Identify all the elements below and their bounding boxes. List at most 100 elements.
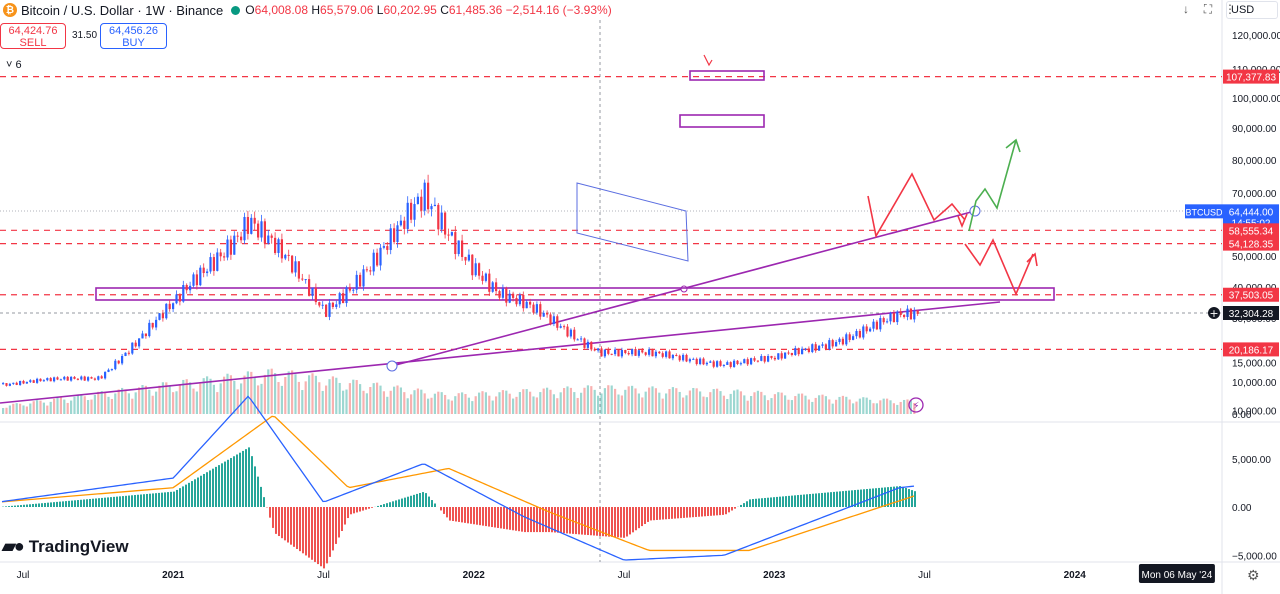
candle-body — [583, 338, 586, 348]
volume-bar — [705, 397, 708, 414]
macd-histogram-bar — [545, 507, 547, 533]
volume-bar — [546, 387, 549, 414]
volume-bar — [29, 403, 32, 414]
macd-histogram-bar — [524, 507, 526, 533]
plus-icon: + — [1209, 307, 1218, 320]
volume-bar — [743, 395, 746, 414]
volume-bar — [450, 400, 453, 414]
macd-histogram-bar — [461, 507, 463, 523]
volume-bar — [454, 396, 457, 414]
candle-body — [216, 252, 219, 271]
macd-histogram-bar — [518, 507, 520, 532]
candle-body — [889, 313, 892, 322]
macd-histogram-bar — [476, 507, 478, 525]
fullscreen-icon[interactable]: ⛶ — [1203, 1, 1213, 16]
candle-body — [862, 326, 865, 338]
macd-histogram-bar — [698, 507, 700, 517]
menu-icon[interactable]: ⋮ — [1224, 2, 1236, 16]
candle-body — [515, 297, 518, 305]
volume-bar — [127, 393, 130, 414]
level-price-text: 37,503.05 — [1229, 291, 1274, 302]
candle-body — [457, 240, 460, 255]
macd-histogram-bar — [497, 507, 499, 528]
volume-bar — [495, 396, 498, 414]
currency-selector[interactable]: USD — [1226, 1, 1278, 19]
arrow-down-icon[interactable]: ↓ — [1183, 2, 1189, 16]
macd-histogram-bar — [44, 502, 46, 507]
candle-body — [699, 358, 702, 365]
price-tick-label: 80,000.00 — [1232, 156, 1277, 167]
macd-histogram-bar — [458, 507, 460, 522]
macd-histogram-bar — [503, 507, 505, 529]
candle-body — [685, 354, 688, 362]
candle-body — [869, 328, 872, 332]
sell-button[interactable]: 64,424.76 SELL — [0, 23, 66, 49]
macd-histogram-bar — [179, 488, 181, 507]
volume-bar — [178, 384, 181, 414]
candle-body — [382, 246, 385, 248]
macd-tick-label: −5,000.00 — [1232, 551, 1277, 562]
volume-bar — [845, 396, 848, 414]
candle-body — [566, 326, 569, 337]
candle-body — [794, 348, 797, 355]
buy-button[interactable]: 64,456.26 BUY — [100, 23, 167, 49]
volume-bar — [498, 392, 501, 414]
volume-bar — [600, 393, 603, 414]
volume-bars — [2, 368, 916, 414]
volume-bar — [263, 374, 266, 414]
trendline-anchor — [386, 360, 398, 372]
macd-histogram-bar — [707, 507, 709, 517]
candle-body — [304, 279, 307, 281]
candle-body — [396, 225, 399, 243]
deep-projection — [964, 238, 1034, 297]
candle-body — [692, 358, 695, 360]
volume-bar — [474, 396, 477, 414]
macd-histogram-bar — [875, 488, 877, 507]
volume-bar — [168, 385, 171, 414]
time-axis[interactable]: Jul 2021 Jul 2022 Jul 2023 Jul 2024 Mon 06 May '… — [17, 564, 1280, 583]
volume-bar — [828, 399, 831, 414]
candle-body — [345, 287, 348, 304]
candle-body — [107, 369, 110, 372]
volume-bar — [270, 368, 273, 414]
gear-icon[interactable]: ⚙ — [1247, 567, 1260, 583]
volume-bar — [410, 394, 413, 414]
volume-bar — [869, 399, 872, 414]
volume-bar — [682, 397, 685, 414]
macd-histogram-bar — [206, 472, 208, 507]
price-axis[interactable]: 120,000.00110,000.00100,000.0090,000.008… — [1185, 31, 1280, 594]
volume-bar — [862, 397, 865, 414]
volume-bar — [314, 375, 317, 414]
tradingview-logo[interactable]: ▰● TradingView — [2, 536, 129, 556]
candle-body — [620, 349, 623, 357]
candle-body — [56, 377, 59, 380]
volume-bar — [501, 390, 504, 414]
macd-histogram-bar — [824, 492, 826, 507]
volume-bar — [12, 403, 15, 414]
macd-histogram-bar — [380, 505, 382, 507]
volume-bar — [19, 403, 22, 414]
volume-bar — [423, 393, 426, 414]
macd-histogram-bar — [164, 492, 166, 507]
indicators-toggle[interactable]: ˅ 6 — [6, 59, 22, 71]
symbol-header: ₿ Bitcoin / U.S. Dollar · 1W · Binance O… — [0, 0, 612, 20]
crosshair-price-tag — [1223, 306, 1279, 320]
macd-histogram-bar — [836, 491, 838, 507]
candle-body — [138, 338, 141, 347]
level-price-tag — [1223, 236, 1279, 251]
candle-body — [202, 267, 205, 274]
volume-bar — [702, 396, 705, 414]
price-candles — [2, 174, 919, 387]
volume-bar — [195, 391, 198, 414]
macd-histogram-bar — [743, 503, 745, 507]
volume-bar — [216, 392, 219, 414]
macd-histogram-bar — [104, 497, 106, 507]
macd-histogram-bar — [797, 495, 799, 507]
macd-histogram-bar — [386, 503, 388, 507]
volume-bar — [73, 396, 76, 414]
symbol-tag — [1185, 204, 1223, 219]
volume-bar — [668, 389, 671, 414]
volume-bar — [658, 392, 661, 414]
symbol-title[interactable]: Bitcoin / U.S. Dollar · 1W · Binance — [21, 2, 224, 18]
